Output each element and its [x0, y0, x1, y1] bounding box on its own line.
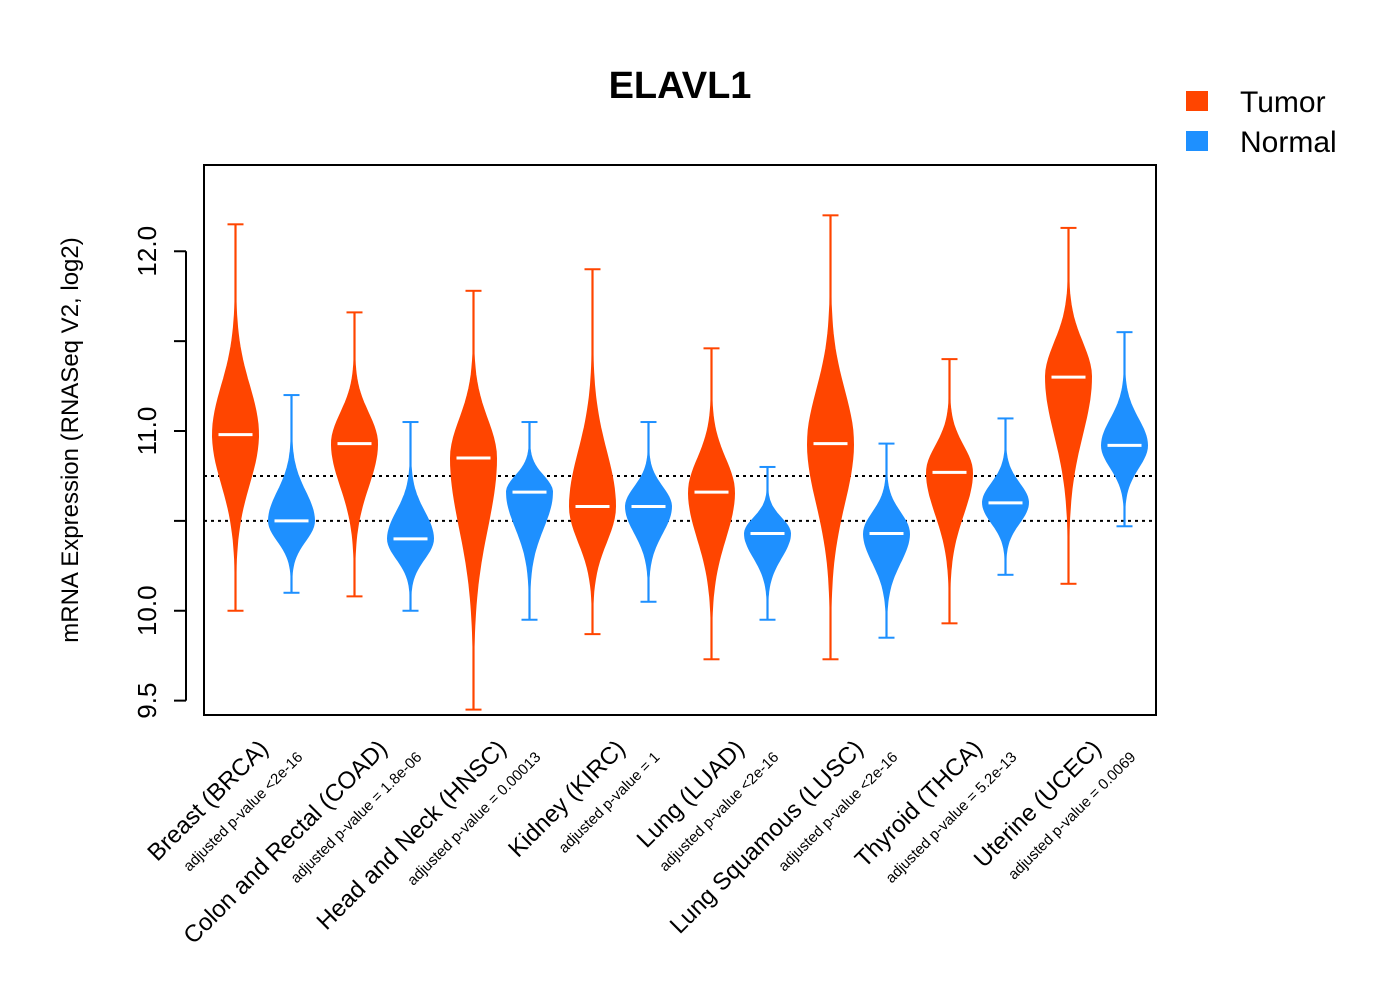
- tumor-violin: [330, 311, 379, 597]
- tumor-violin: [568, 268, 617, 635]
- legend-label: Normal: [1240, 126, 1337, 159]
- normal-violin: [267, 394, 316, 594]
- y-tick-label: 12.0: [132, 226, 162, 277]
- chart-title: ELAVL1: [609, 65, 752, 107]
- normal-violin: [862, 443, 911, 639]
- normal-violin: [386, 421, 435, 612]
- legend-swatch: [1186, 91, 1208, 111]
- x-axis-labels: Breast (BRCA)adjusted p-value <2e-16Colo…: [142, 735, 1139, 949]
- y-axis: 9.5 10.0 11.0 12.0: [132, 226, 187, 719]
- tumor-violin: [211, 223, 260, 612]
- normal-violin-group: [862, 442, 911, 639]
- tumor-violin: [1044, 227, 1093, 585]
- legend-swatch: [1186, 131, 1208, 151]
- tumor-violin: [687, 347, 736, 660]
- normal-violin: [743, 466, 792, 621]
- y-tick-label: 11.0: [132, 407, 162, 456]
- legend: Tumor Normal: [1186, 86, 1337, 159]
- tumor-violin-group: [925, 358, 974, 625]
- tumor-violin-group: [330, 311, 379, 598]
- plot-frame: [203, 164, 1157, 716]
- normal-violin-group: [267, 394, 316, 594]
- y-axis-label: mRNA Expression (RNASeq V2, log2): [57, 237, 84, 643]
- tumor-violin-group: [211, 223, 260, 612]
- normal-violin-group: [743, 465, 792, 621]
- tumor-violin: [925, 358, 974, 624]
- y-tick-label: 10.0: [132, 585, 162, 636]
- tumor-violin-group: [687, 347, 736, 661]
- tumor-violin-group: [449, 289, 498, 711]
- tumor-violin-group: [1044, 226, 1093, 585]
- normal-violin-group: [981, 417, 1030, 576]
- normal-violin-group: [386, 421, 435, 612]
- tumor-violin: [806, 214, 855, 660]
- y-tick-label: 9.5: [132, 683, 162, 719]
- normal-violin: [505, 421, 554, 621]
- normal-violin-group: [505, 421, 554, 621]
- violins: [211, 214, 1149, 711]
- legend-label: Tumor: [1240, 86, 1326, 119]
- normal-violin-group: [624, 421, 673, 603]
- normal-violin: [624, 421, 673, 603]
- normal-violin: [981, 417, 1030, 576]
- normal-violin-group: [1100, 331, 1149, 528]
- normal-violin: [1100, 331, 1149, 527]
- tumor-violin-group: [806, 214, 855, 661]
- tumor-violin-group: [568, 268, 617, 636]
- tumor-violin: [449, 290, 498, 711]
